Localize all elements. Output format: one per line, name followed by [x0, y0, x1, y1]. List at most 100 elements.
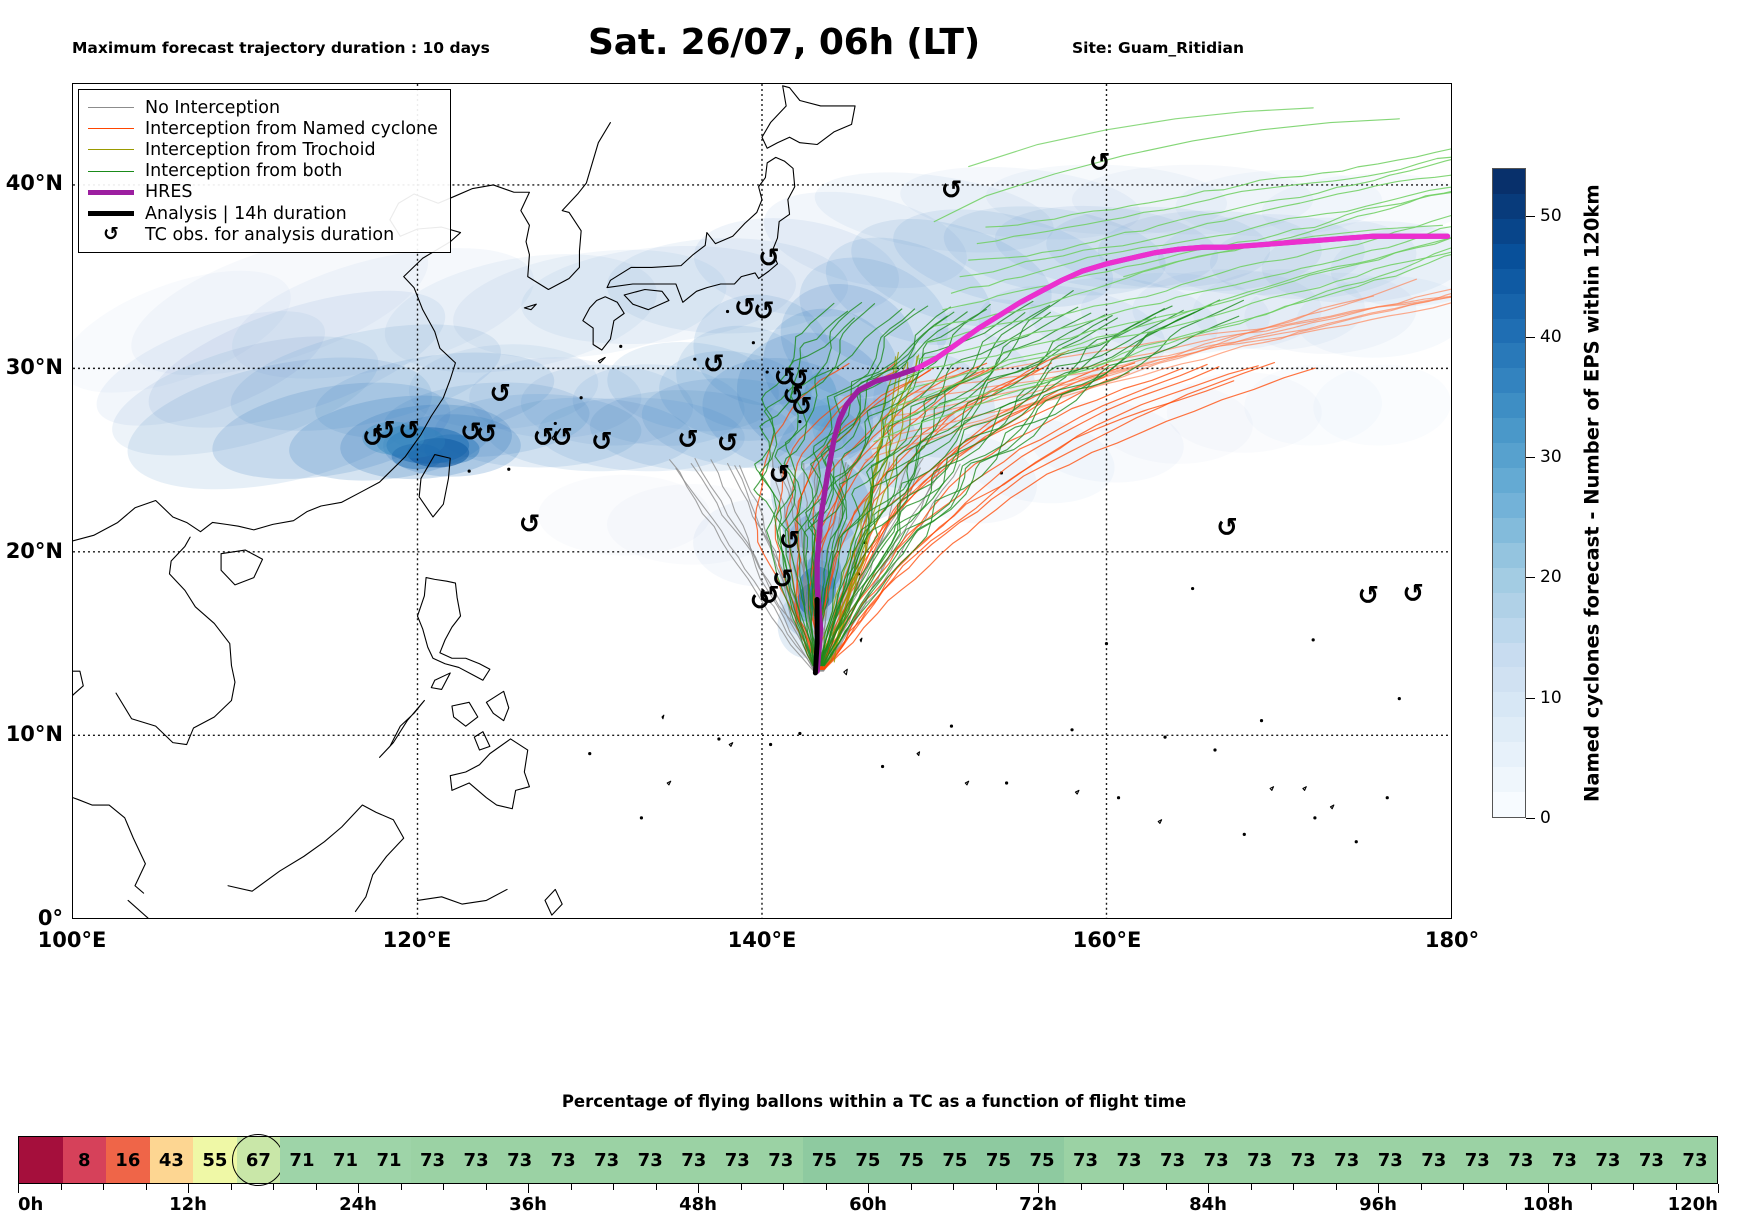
flight-time-cell[interactable]: 67	[232, 1134, 285, 1186]
legend-item-label: Analysis | 14h duration	[145, 203, 347, 224]
flight-time-cell[interactable]: 73	[584, 1137, 629, 1183]
flight-time-cell[interactable]: 73	[1455, 1137, 1500, 1183]
svg-text:↺: ↺	[519, 509, 541, 539]
x-tick-label: 120°E	[382, 928, 452, 952]
flight-time-cell[interactable]: 73	[1629, 1137, 1674, 1183]
svg-text:↺: ↺	[772, 564, 794, 594]
flight-time-cell[interactable]: 73	[1586, 1137, 1630, 1183]
flight-time-minor-tick	[1505, 1184, 1507, 1190]
flight-time-cell[interactable]: 71	[323, 1137, 368, 1183]
flight-time-tick	[1208, 1184, 1209, 1193]
flight-time-cell[interactable]: 75	[933, 1137, 977, 1183]
flight-time-cell[interactable]: 16	[106, 1137, 150, 1183]
flight-time-cell[interactable]: 75	[846, 1137, 890, 1183]
colorbar-segment	[1493, 692, 1525, 718]
flight-time-axis: 0h 12h 24h 36h 48h 60h 72h 84h 96h 108h 120h	[18, 1184, 1719, 1215]
svg-text:↺: ↺	[791, 392, 813, 422]
flight-time-cell[interactable]: 73	[1107, 1137, 1151, 1183]
flight-time-cell[interactable]: 73	[1063, 1137, 1108, 1183]
flight-time-cell[interactable]: 75	[1020, 1137, 1064, 1183]
flight-time-cell-value: 73	[1421, 1149, 1447, 1171]
legend-item-label: TC obs. for analysis duration	[145, 224, 395, 245]
flight-time-minor-tick	[613, 1184, 614, 1190]
svg-text:↺: ↺	[717, 429, 739, 459]
flight-time-cell[interactable]: 8	[62, 1137, 107, 1183]
legend-item-label: Interception from both	[145, 161, 343, 182]
colorbar-tick	[1526, 697, 1535, 699]
flight-time-cell[interactable]: 73	[1499, 1137, 1543, 1183]
flight-time-cell[interactable]: 73	[1542, 1137, 1587, 1183]
flight-time-cell[interactable]: 43	[149, 1137, 194, 1183]
flight-time-cell[interactable]: 73	[759, 1137, 803, 1183]
flight-time-cell[interactable]: 75	[889, 1137, 934, 1183]
flight-time-cell[interactable]: 73	[541, 1137, 585, 1183]
map-legend: No Interception Interception from Named c…	[78, 89, 451, 254]
colorbar-tick-label: 10	[1540, 687, 1562, 708]
flight-time-tick-label: 60h	[849, 1194, 887, 1215]
colorbar-segment	[1493, 767, 1525, 793]
flight-time-cell[interactable]: 73	[671, 1137, 716, 1183]
colorbar-tick-label: 40	[1540, 326, 1562, 347]
flight-time-minor-tick	[103, 1184, 104, 1190]
flight-time-cell[interactable]: 73	[454, 1137, 498, 1183]
flight-time-cell[interactable]: 73	[1150, 1137, 1195, 1183]
page-title: Sat. 26/07, 06h (LT)	[588, 22, 980, 63]
flight-time-cell-value: 75	[942, 1149, 968, 1171]
flight-time-tick-label: 72h	[1019, 1194, 1057, 1215]
svg-text:↺: ↺	[532, 423, 554, 453]
flight-time-cell[interactable]: 71	[280, 1137, 324, 1183]
colorbar-tick	[1526, 818, 1535, 819]
colorbar-title: Named cyclones forecast - Number of EPS …	[1580, 184, 1604, 802]
flight-time-cell-value: 75	[985, 1149, 1011, 1171]
flight-time-cell[interactable]: 71	[367, 1137, 411, 1183]
flight-time-cell[interactable]: 73	[715, 1137, 760, 1183]
legend-line-swatch	[88, 149, 134, 151]
flight-time-cell[interactable]: 73	[1673, 1137, 1717, 1183]
flight-time-cell[interactable]: 75	[976, 1137, 1021, 1183]
colorbar-segment	[1493, 218, 1525, 244]
flight-time-cell[interactable]: 73	[1368, 1137, 1412, 1183]
x-tick-label: 140°E	[727, 928, 797, 952]
flight-time-minor-tick	[783, 1184, 784, 1190]
flight-time-cell[interactable]: 73	[1237, 1137, 1282, 1183]
colorbar-segment	[1493, 642, 1525, 668]
colorbar-gradient	[1492, 168, 1526, 818]
colorbar-segment	[1493, 293, 1525, 319]
flight-time-cell-value: 73	[1160, 1149, 1186, 1171]
flight-time-cell[interactable]: 73	[1194, 1137, 1238, 1183]
legend-item-label: No Interception	[145, 97, 281, 118]
flight-time-minor-tick	[1633, 1184, 1634, 1190]
flight-time-cell-value: 73	[1072, 1149, 1099, 1171]
flight-time-cell[interactable]: 55	[193, 1137, 237, 1183]
flight-time-cell[interactable]: 73	[497, 1137, 542, 1183]
flight-time-cell[interactable]	[19, 1137, 63, 1183]
svg-text:↺: ↺	[774, 363, 796, 393]
colorbar-segment	[1493, 542, 1525, 568]
flight-time-cell[interactable]: 73	[628, 1137, 672, 1183]
flight-time-cell-value: 73	[724, 1149, 750, 1171]
legend-item-label: HRES	[145, 182, 193, 203]
colorbar-segment	[1493, 717, 1525, 743]
forecast-map[interactable]: ↺ ↺ ↺ ↺ ↺ ↺ ↺ ↺ ↺ ↺ ↺ ↺ ↺ ↺ ↺ ↺ ↺ ↺ ↺ ↺ ↺ ↺ ↺ ↺ ↺ ↺ ↺ ↺ ↺ ↺	[72, 83, 1452, 919]
colorbar-segment	[1493, 368, 1525, 394]
flight-time-cell-value: 43	[158, 1149, 184, 1171]
colorbar-segment	[1493, 169, 1525, 194]
flight-time-cell-value: 75	[811, 1149, 837, 1171]
svg-text:↺: ↺	[374, 416, 396, 446]
flight-time-cell[interactable]: 75	[802, 1137, 847, 1183]
flight-time-cell-value: 73	[550, 1149, 576, 1171]
flight-time-percentage-strip[interactable]: 8 16 43 55 67 71 71 71 73 73 73 73 73 73 73 73 73 75 75 75 7…	[18, 1134, 1718, 1186]
legend-item: No Interception	[88, 97, 438, 118]
flight-time-cell[interactable]: 73	[1281, 1137, 1325, 1183]
colorbar[interactable]: 0 10 20 30 40 50	[1492, 168, 1562, 828]
flight-time-cell[interactable]: 73	[1412, 1137, 1456, 1183]
flight-time-minor-tick	[443, 1184, 444, 1190]
flight-time-tick	[1378, 1184, 1379, 1193]
legend-item: ↺ TC obs. for analysis duration	[88, 224, 438, 245]
colorbar-tick-label: 20	[1540, 567, 1562, 588]
svg-text:↺: ↺	[1089, 148, 1111, 178]
flight-time-cell[interactable]: 73	[410, 1137, 455, 1183]
flight-time-minor-tick	[400, 1184, 402, 1190]
flight-time-cell[interactable]: 73	[1324, 1137, 1369, 1183]
flight-time-cell-value: 73	[1638, 1149, 1664, 1171]
